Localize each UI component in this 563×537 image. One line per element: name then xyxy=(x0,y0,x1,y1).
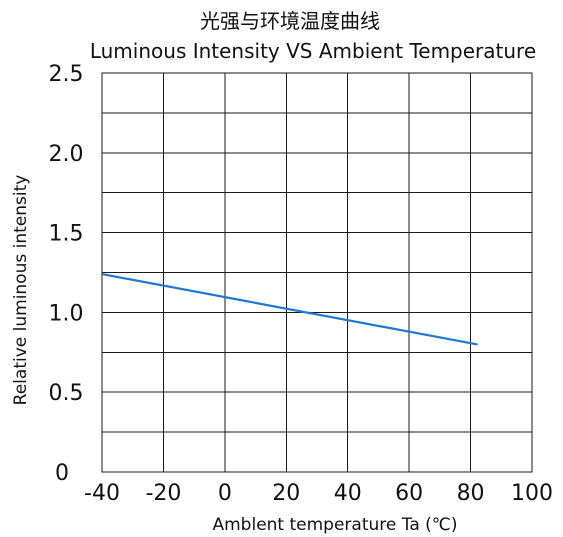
y-tick-label: 0 xyxy=(55,461,69,486)
x-tick-label: 100 xyxy=(511,481,553,506)
grid xyxy=(101,72,533,473)
chart-subtitle: Luminous Intensity VS Ambient Temperatur… xyxy=(90,39,536,63)
y-axis-label: Relative luminous intensity xyxy=(11,175,31,406)
y-axis-ticks: 0 0.5 1.0 1.5 2.0 2.5 xyxy=(49,62,84,486)
series-line xyxy=(100,272,478,346)
x-axis-label: Amblent temperature Ta (℃) xyxy=(212,515,457,535)
chart-title: 光强与环境温度曲线 xyxy=(200,9,380,33)
x-tick-label: -20 xyxy=(145,481,181,506)
x-tick-label: 80 xyxy=(457,481,485,506)
x-tick-label: 0 xyxy=(218,481,232,506)
y-tick-label: 0.5 xyxy=(49,381,84,406)
x-axis-ticks: -40 -20 0 20 40 60 80 100 xyxy=(84,481,553,506)
y-tick-label: 2.5 xyxy=(49,62,84,87)
y-tick-label: 2.0 xyxy=(49,142,84,167)
x-tick-label: 60 xyxy=(395,481,423,506)
x-tick-label: 40 xyxy=(334,481,362,506)
x-tick-label: -40 xyxy=(84,481,120,506)
series-group xyxy=(100,272,478,346)
plot-area-border xyxy=(101,72,533,473)
y-tick-label: 1.0 xyxy=(49,301,84,326)
y-tick-label: 1.5 xyxy=(49,222,84,247)
x-tick-label: 20 xyxy=(272,481,300,506)
